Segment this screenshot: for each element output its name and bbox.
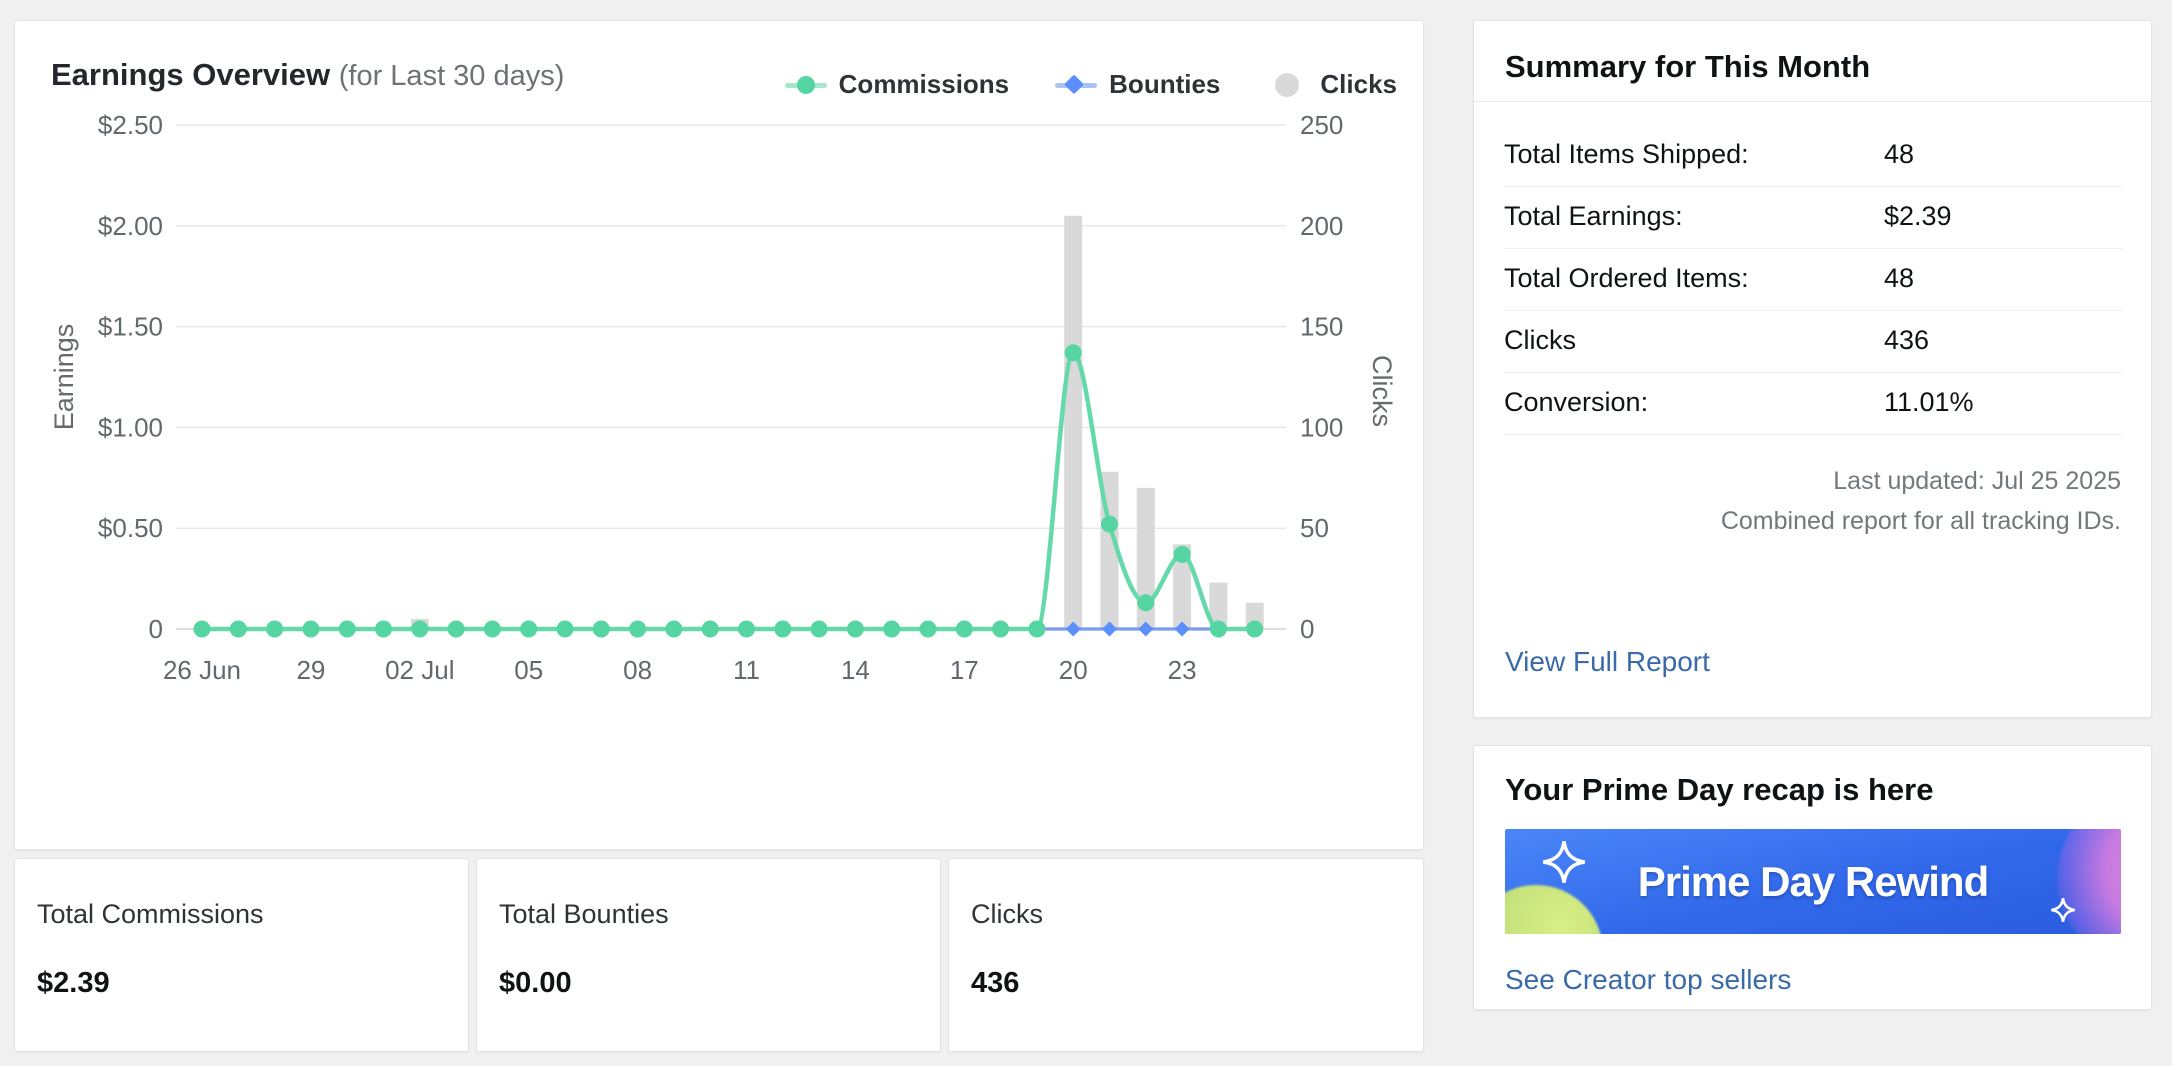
legend-item-clicks[interactable]: Clicks xyxy=(1266,69,1397,100)
legend-item-commissions[interactable]: Commissions xyxy=(784,69,1010,100)
row-label: Clicks xyxy=(1504,325,1576,355)
row-value: 11.01% xyxy=(1884,387,1974,417)
row-label: Conversion: xyxy=(1504,387,1649,417)
svg-text:Clicks: Clicks xyxy=(1367,355,1397,427)
earnings-overview-subtitle: (for Last 30 days) xyxy=(338,60,565,92)
commissions-series xyxy=(193,344,1264,638)
summary-title: Summary for This Month xyxy=(1505,49,1871,84)
x-axis-labels: 26 Jun 29 02 Jul 05 08 11 14 17 20 23 xyxy=(163,655,1197,685)
row-value: 48 xyxy=(1884,263,1915,293)
total-commissions-label: Total Commissions xyxy=(37,899,264,929)
row-label: Total Items Shipped: xyxy=(1504,139,1749,169)
prime-day-rewind-banner[interactable]: Prime Day Rewind xyxy=(1505,829,2121,934)
last-updated-text: Last updated: Jul 25 2025 xyxy=(1833,467,2121,495)
svg-text:26 Jun: 26 Jun xyxy=(163,655,241,685)
svg-text:$1.00: $1.00 xyxy=(98,412,163,442)
svg-text:05: 05 xyxy=(514,655,543,685)
summary-row-ordered-items: Total Ordered Items: 48 xyxy=(1504,249,2123,311)
row-value: 48 xyxy=(1884,139,1915,169)
svg-text:150: 150 xyxy=(1300,312,1343,342)
legend-label: Commissions xyxy=(838,69,1010,99)
clicks-circle-icon xyxy=(1266,72,1308,97)
total-commissions-card: Total Commissions $2.39 xyxy=(14,858,469,1052)
combined-report-text: Combined report for all tracking IDs. xyxy=(1720,507,2121,535)
prime-day-recap-card: Your Prime Day recap is here Prime Day R… xyxy=(1473,745,2152,1010)
earnings-overview-title: Earnings Overview xyxy=(51,57,331,92)
total-commissions-value: $2.39 xyxy=(37,967,110,999)
summary-rows: Total Items Shipped: 48 Total Earnings: … xyxy=(1504,102,2123,435)
svg-text:100: 100 xyxy=(1300,412,1343,442)
row-value: $2.39 xyxy=(1884,201,1952,231)
summary-row-total-earnings: Total Earnings: $2.39 xyxy=(1504,187,2123,249)
pink-blob-decoration xyxy=(2057,829,2121,934)
total-bounties-value: $0.00 xyxy=(499,967,572,999)
sparkle-icon xyxy=(2051,898,2075,922)
svg-text:08: 08 xyxy=(623,655,652,685)
axis-tick-labels: $2.50 $2.00 $1.50 $1.00 $0.50 0 250 200 150 100 50… xyxy=(98,110,1343,644)
total-bounties-label: Total Bounties xyxy=(499,899,669,929)
svg-text:29: 29 xyxy=(296,655,325,685)
svg-text:250: 250 xyxy=(1300,110,1343,140)
clicks-total-value: 436 xyxy=(971,967,1020,999)
see-creator-top-sellers-link[interactable]: See Creator top sellers xyxy=(1505,964,1792,995)
row-label: Total Earnings: xyxy=(1504,201,1683,231)
row-value: 436 xyxy=(1884,325,1930,355)
summary-row-conversion: Conversion: 11.01% xyxy=(1504,373,2123,435)
svg-text:200: 200 xyxy=(1300,211,1343,241)
summary-row-clicks: Clicks 436 xyxy=(1504,311,2123,373)
legend-item-bounties[interactable]: Bounties xyxy=(1055,69,1220,100)
clicks-total-label: Clicks xyxy=(971,899,1043,929)
svg-text:$0.50: $0.50 xyxy=(98,513,163,543)
svg-text:23: 23 xyxy=(1168,655,1197,685)
commissions-line-dot-icon xyxy=(784,73,827,97)
axis-titles: Earnings Clicks xyxy=(49,324,1397,431)
view-full-report-link[interactable]: View Full Report xyxy=(1505,646,1710,677)
svg-text:17: 17 xyxy=(950,655,979,685)
svg-text:Earnings: Earnings xyxy=(49,324,79,431)
row-label: Total Ordered Items: xyxy=(1504,263,1749,293)
earnings-clicks-chart: $2.50$2.00$1.50$1.00$0.50025020015010050… xyxy=(49,110,1397,685)
svg-text:50: 50 xyxy=(1300,513,1329,543)
svg-text:11: 11 xyxy=(733,655,760,685)
summary-note: Last updated: Jul 25 2025 Combined repor… xyxy=(1721,461,2121,541)
banner-text: Prime Day Rewind xyxy=(1637,857,1989,905)
bounties-line-diamond-icon xyxy=(1055,73,1098,97)
legend-label: Bounties xyxy=(1109,69,1221,99)
svg-text:02 Jul: 02 Jul xyxy=(385,655,454,685)
summary-row-items-shipped: Total Items Shipped: 48 xyxy=(1504,102,2123,187)
page-title: Earnings Overview (for Last 30 days) xyxy=(51,57,564,93)
svg-text:$2.50: $2.50 xyxy=(98,110,163,140)
divider xyxy=(1474,101,2151,102)
svg-text:20: 20 xyxy=(1059,655,1088,685)
svg-text:$2.00: $2.00 xyxy=(98,211,163,241)
svg-text:14: 14 xyxy=(841,655,870,685)
summary-month-card: Summary for This Month Total Items Shipp… xyxy=(1473,20,2152,718)
chart-header: Earnings Overview (for Last 30 days) Com… xyxy=(15,21,1423,111)
legend-label: Clicks xyxy=(1320,69,1397,99)
prime-recap-title: Your Prime Day recap is here xyxy=(1505,772,1934,807)
sparkle-icon xyxy=(1543,841,1585,883)
chart-legend: Commissions Bounties Clicks xyxy=(784,69,1397,100)
total-bounties-card: Total Bounties $0.00 xyxy=(476,858,941,1052)
clicks-bars xyxy=(410,215,1264,629)
svg-text:0: 0 xyxy=(149,614,163,644)
earnings-overview-card: $2.50 $2.00 $1.50 $1.00 $0.50 0 250 200 150 100 50… xyxy=(14,20,1424,850)
svg-text:0: 0 xyxy=(1300,614,1314,644)
clicks-total-card: Clicks 436 xyxy=(948,858,1424,1052)
svg-text:$1.50: $1.50 xyxy=(98,312,163,342)
